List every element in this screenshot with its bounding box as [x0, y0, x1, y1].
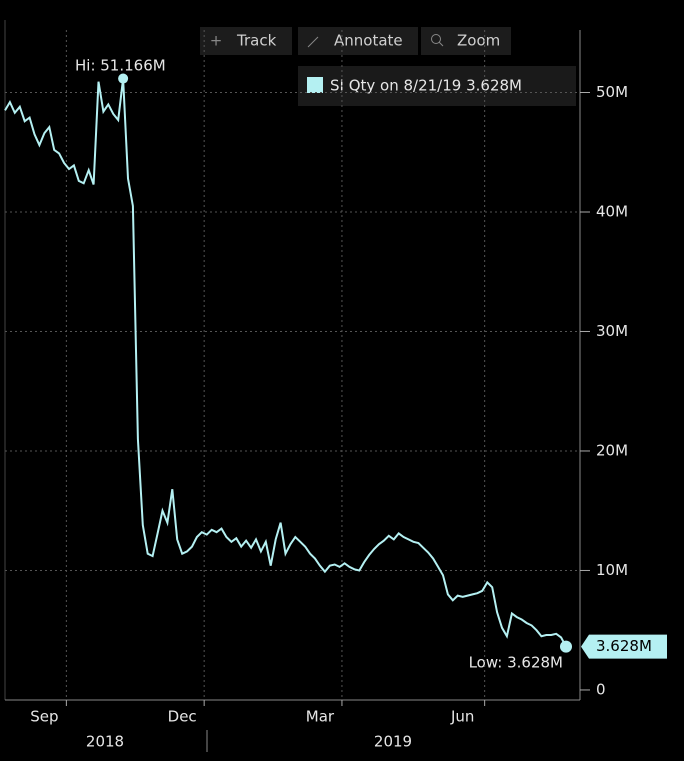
high-marker — [118, 73, 129, 84]
high-annotation: Hi: 51.166M — [75, 57, 166, 75]
y-tick-label: 40M — [596, 202, 628, 220]
y-tick-label: 50M — [596, 83, 628, 101]
x-tick-label: Jun — [450, 708, 474, 726]
low-marker — [560, 640, 572, 653]
last-value-tag — [581, 634, 667, 659]
year-label: 2018 — [86, 733, 124, 751]
line — [4, 78, 567, 648]
track-button[interactable]: + Track — [200, 27, 292, 55]
year-label: 2019 — [374, 733, 412, 751]
y-tick-label: 30M — [596, 322, 628, 340]
low-annotation: Low: 3.628M — [469, 654, 563, 672]
last-value-label: 3.628M — [596, 637, 652, 655]
annotate-button[interactable]: Annotate — [298, 27, 418, 55]
button-label[interactable]: Track — [236, 32, 277, 50]
x-tick-label: Sep — [30, 708, 58, 726]
y-tick-label: 0 — [596, 680, 606, 698]
button-label[interactable]: Annotate — [334, 32, 403, 50]
y-tick-label: 20M — [596, 441, 628, 459]
y-tick-label: 10M — [596, 561, 628, 579]
legend-label: SI Qty on 8/21/19 3.628M — [330, 77, 522, 95]
x-tick-label: Dec — [168, 708, 197, 726]
button-label[interactable]: Zoom — [457, 32, 500, 50]
legend-box — [298, 66, 576, 106]
x-tick-label: Mar — [306, 708, 335, 726]
svg-text:+: + — [210, 32, 223, 50]
zoom-button[interactable]: Zoom — [421, 27, 511, 55]
legend-swatch — [307, 77, 323, 93]
